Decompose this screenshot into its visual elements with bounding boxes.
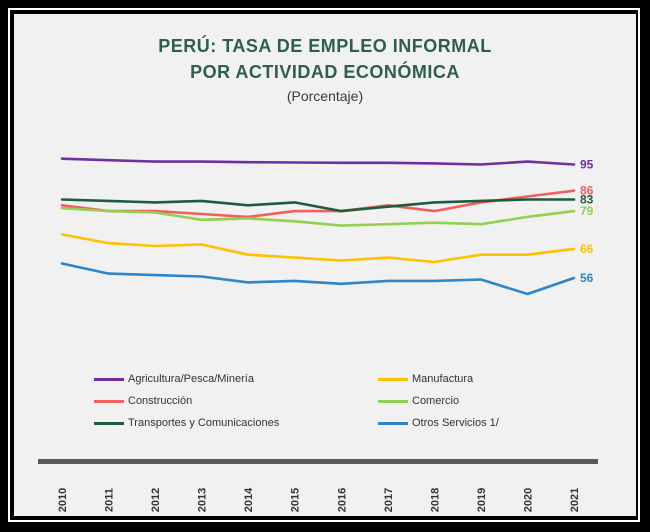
end-value-label-1: 86	[580, 184, 594, 198]
legend-swatch	[94, 377, 124, 381]
chart-title-line2: POR ACTIVIDAD ECONÓMICA	[190, 62, 460, 82]
x-tick-label: 2016	[336, 488, 348, 512]
x-tick-label: 2014	[243, 487, 255, 512]
chart-subtitle: (Porcentaje)	[286, 88, 364, 104]
frame-border	[8, 8, 640, 522]
legend-label: Transportes y Comunicaciones	[128, 417, 280, 429]
series-line-3	[60, 233, 576, 264]
x-tick-label: 2010	[57, 488, 69, 512]
legend-item-transportes: Transportes y Comunicaciones	[94, 417, 279, 429]
legend-swatch	[94, 421, 124, 425]
legend-swatch	[378, 377, 408, 381]
legend-item-manufactura: Manufactura	[378, 373, 473, 385]
legend-label: Otros Servicios 1/	[412, 417, 499, 429]
x-tick-label: 2020	[522, 488, 534, 512]
x-tick-label: 2019	[476, 488, 488, 512]
series-line-4	[60, 206, 576, 227]
x-axis-line	[38, 459, 598, 464]
legend-label: Manufactura	[412, 373, 474, 385]
series-line-0	[60, 157, 576, 166]
x-tick-label: 2013	[197, 488, 209, 512]
end-value-label-0: 95	[580, 158, 594, 172]
end-value-label-2: 83	[580, 192, 594, 206]
series-line-5	[60, 262, 576, 296]
legend-swatch	[378, 399, 408, 403]
end-value-label-5: 56	[580, 271, 594, 285]
chart-panel	[14, 14, 636, 516]
legend-label: Comercio	[412, 395, 460, 407]
x-tick-label: 2011	[104, 488, 116, 512]
legend-item-construccion: Construcción	[94, 395, 192, 407]
x-tick-label: 2015	[290, 488, 302, 512]
x-tick-label: 2021	[569, 488, 581, 512]
legend-item-agricultura: Agricultura/Pesca/Minería	[94, 373, 254, 385]
chart-title-line1: PERÚ: TASA DE EMPLEO INFORMAL	[158, 36, 492, 56]
x-tick-label: 2018	[429, 488, 441, 512]
end-value-label-4: 79	[580, 204, 594, 218]
legend-label: Agricultura/Pesca/Minería	[128, 373, 254, 385]
legend-item-otros-servicios: Otros Servicios 1/	[378, 417, 499, 429]
legend-swatch	[378, 421, 408, 425]
legend-label: Construcción	[128, 395, 193, 407]
legend-item-comercio: Comercio	[378, 395, 459, 407]
x-tick-label: 2012	[150, 488, 162, 512]
end-value-label-3: 66	[580, 242, 594, 256]
legend-swatch	[94, 399, 124, 403]
x-tick-label: 2017	[383, 488, 395, 512]
series-line-2	[60, 198, 576, 213]
